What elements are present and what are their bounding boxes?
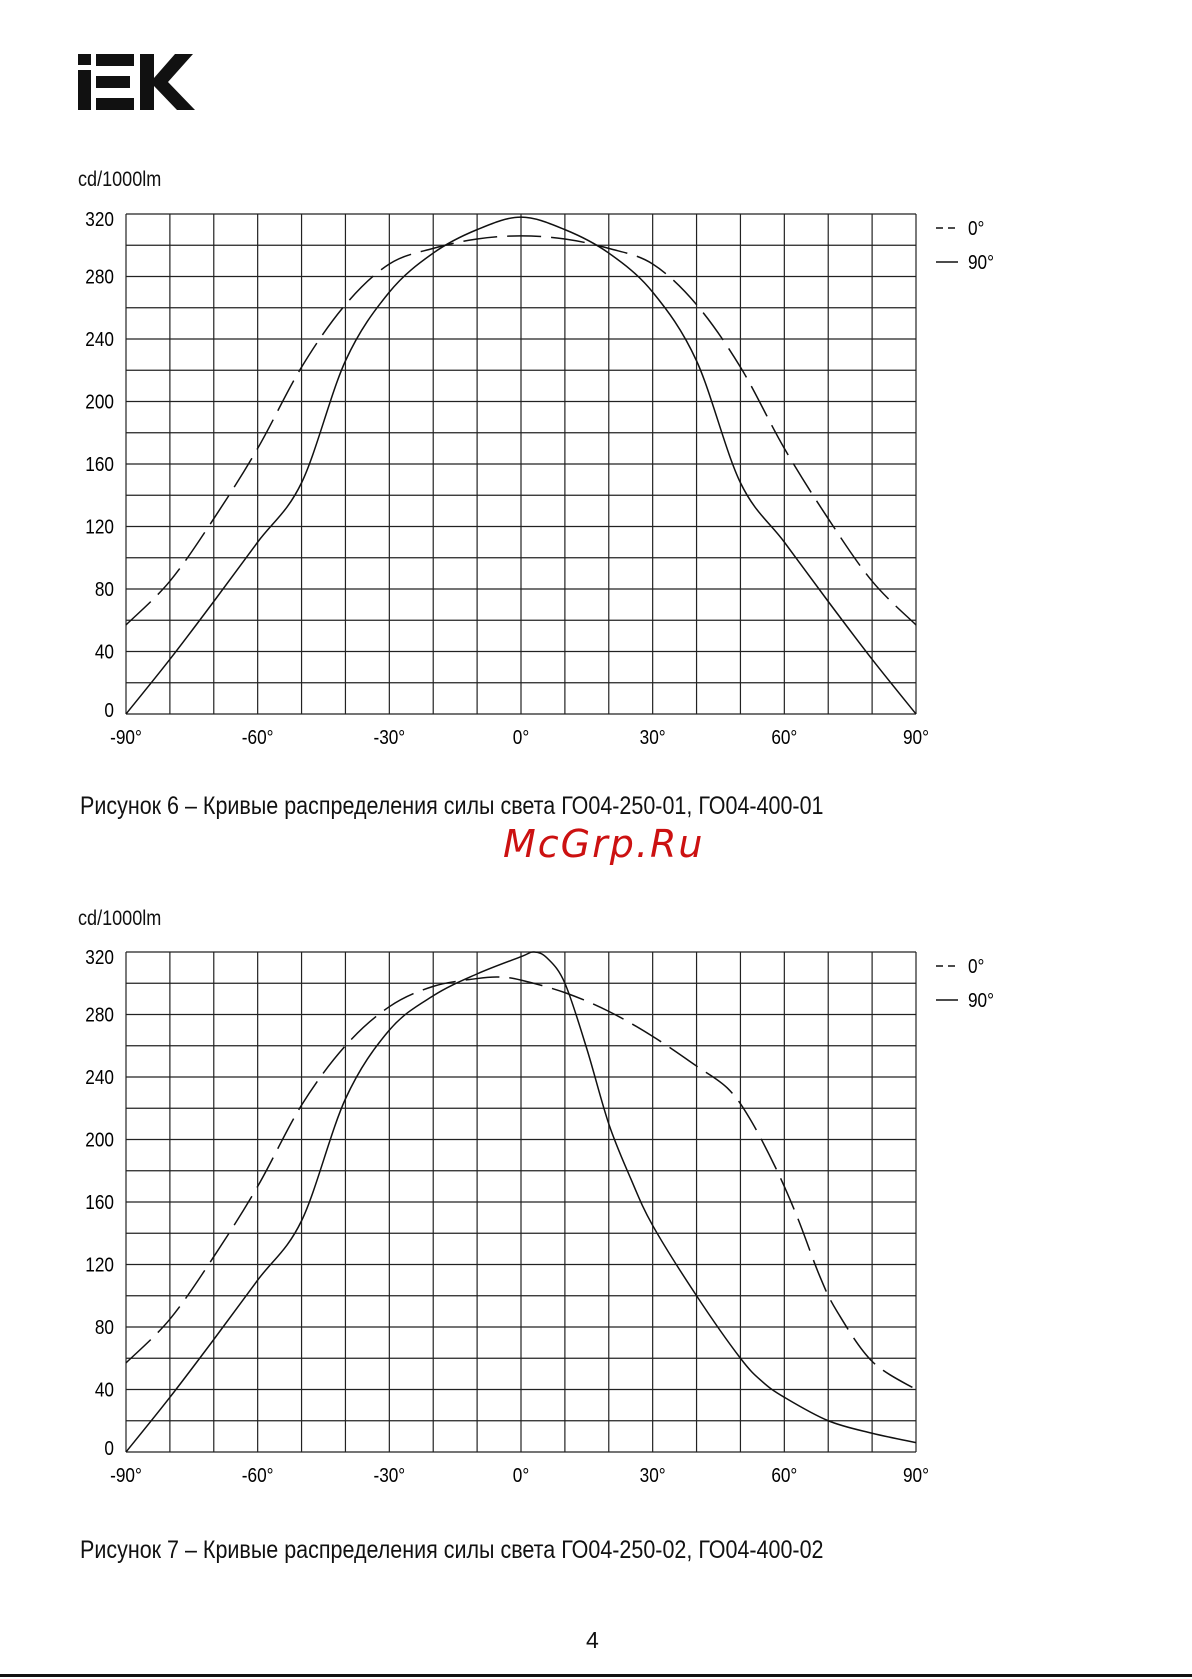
fig6-x-tick-label: 0° [513, 726, 529, 749]
fig6-y-unit: cd/1000lm [78, 168, 162, 191]
fig7-x-tick-label: 60° [771, 1464, 797, 1487]
fig6-y-tick-label: 200 [85, 390, 114, 413]
fig6-caption: Рисунок 6 – Кривые распределения силы св… [80, 792, 824, 820]
fig6-y-tick-label: 240 [85, 328, 114, 351]
iek-logo [78, 54, 195, 110]
fig7-x-tick-label: -90° [110, 1464, 142, 1487]
fig6-x-tick-label: -30° [373, 726, 405, 749]
bottom-rule [0, 1674, 1192, 1677]
fig7-chart: 0 40 80 120 160 200 240 280 320 -90° -60° -30° 0° 30°… [60, 928, 1020, 1488]
fig6-y-tick-label: 320 [85, 208, 114, 231]
fig6-y-tick-label: 0 [104, 699, 114, 722]
fig7-y-tick-label: 40 [95, 1378, 114, 1401]
fig7-y-tick-label: 280 [85, 1003, 114, 1026]
fig7-x-tick-label: 0° [513, 1464, 529, 1487]
fig7-series-dashed-line [125, 976, 917, 1391]
fig7-legend-label: 90° [968, 989, 994, 1012]
fig6-x-tick-label: 60° [771, 726, 797, 749]
fig6-x-tick-label: -60° [242, 726, 274, 749]
fig6-legend-label: 90° [968, 251, 994, 274]
fig7-grid [125, 951, 917, 1453]
fig7-y-tick-label: 160 [85, 1191, 114, 1214]
fig6-series-solid-line [125, 216, 917, 715]
fig7-x-tick-label: -30° [373, 1464, 405, 1487]
fig6-y-tick-label: 40 [95, 640, 114, 663]
fig7-y-tick-label: 200 [85, 1128, 114, 1151]
fig7-y-tick-label: 240 [85, 1066, 114, 1089]
fig6-x-tick-label: -90° [110, 726, 142, 749]
fig6-x-tick-label: 30° [640, 726, 666, 749]
fig6-chart-svg: 0 40 80 120 160 200 240 280 320 -90° -60° -30° 0° 30°… [85, 208, 994, 749]
fig6-chart: 0 40 80 120 160 200 240 280 320 -90° -60° -30° 0° 30°… [60, 190, 1020, 750]
fig6-y-tick-label: 120 [85, 515, 114, 538]
fig6-series-dashed-line [125, 235, 917, 626]
fig6-legend-label: 0° [968, 217, 984, 240]
fig6-grid [125, 213, 917, 715]
fig7-y-tick-label: 120 [85, 1253, 114, 1276]
fig6-y-tick-label: 80 [95, 578, 114, 601]
fig6-y-tick-label: 280 [85, 265, 114, 288]
fig6-x-tick-label: 90° [903, 726, 929, 749]
fig7-y-tick-label: 0 [104, 1437, 114, 1460]
fig7-y-tick-label: 320 [85, 946, 114, 969]
fig7-legend-label: 0° [968, 955, 984, 978]
fig7-y-unit: cd/1000lm [78, 907, 162, 930]
fig7-caption: Рисунок 7 – Кривые распределения силы св… [80, 1536, 824, 1564]
fig7-chart-svg: 0 40 80 120 160 200 240 280 320 -90° -60° -30° 0° 30°… [85, 946, 994, 1487]
watermark: McGrp.Ru [503, 822, 705, 866]
page-number: 4 [586, 1627, 599, 1653]
fig7-series-solid-line [125, 951, 917, 1453]
fig7-x-tick-label: -60° [242, 1464, 274, 1487]
fig7-y-tick-label: 80 [95, 1316, 114, 1339]
fig6-y-tick-label: 160 [85, 453, 114, 476]
fig7-x-tick-label: 90° [903, 1464, 929, 1487]
fig7-x-tick-label: 30° [640, 1464, 666, 1487]
